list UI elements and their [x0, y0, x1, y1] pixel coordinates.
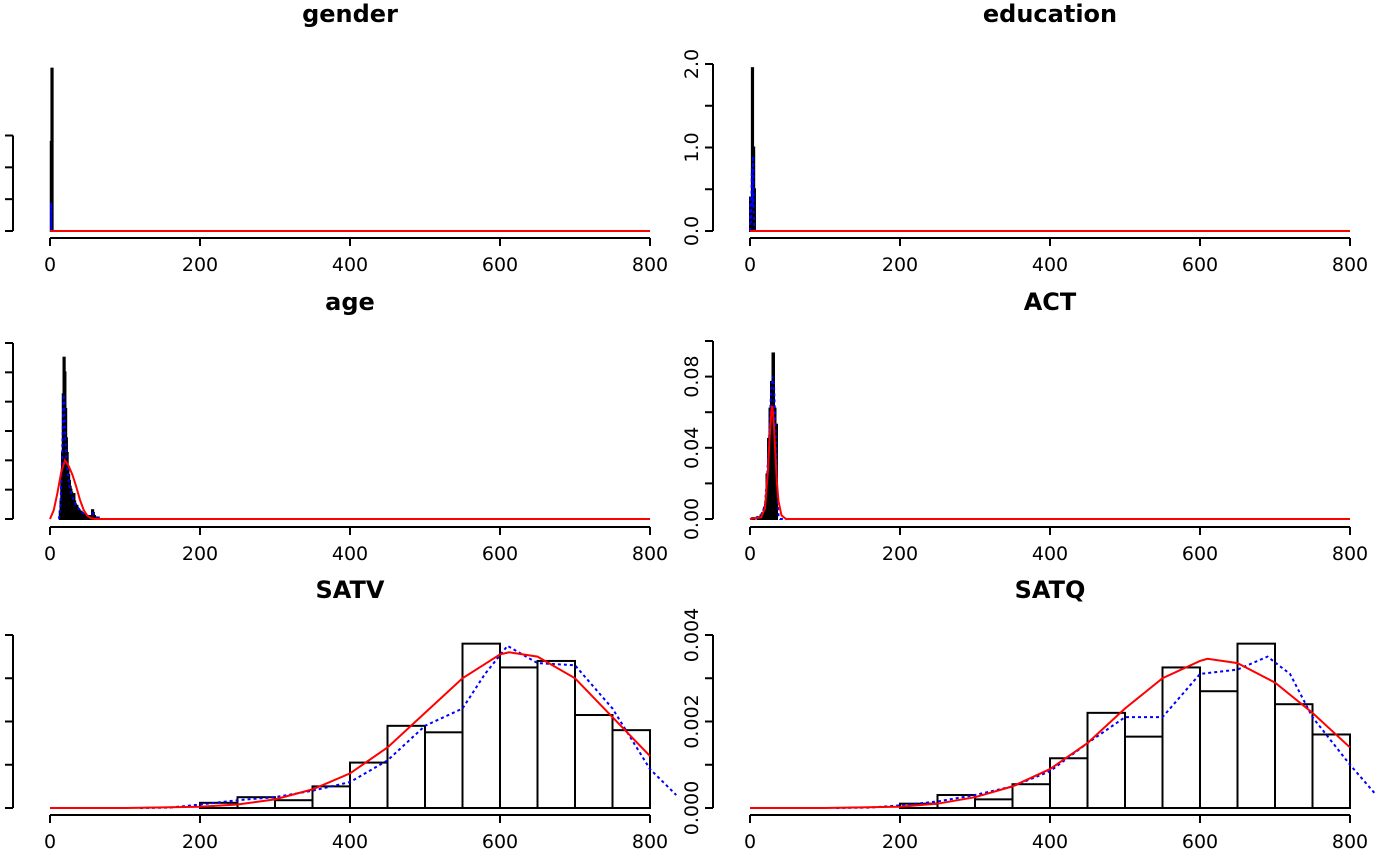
panel-6-normal-curve: [750, 657, 1351, 809]
panel-4-x-tick-label-2: 200: [882, 543, 918, 565]
panel-2-density-line: [749, 155, 1350, 232]
panel-3-x-tick-label-1: 0: [44, 543, 56, 565]
panel-4-x-tick-label-1: 0: [744, 543, 756, 565]
panel-6-bar-10: [1236, 642, 1276, 810]
panel-4-y-tick-label-2: 0.04: [681, 427, 703, 469]
panel-6-x-tick-label-1: 0: [744, 831, 756, 853]
panel-5-x-tick-label-1: 0: [44, 831, 56, 853]
panel-6-bar-3: [974, 798, 1014, 809]
panel-3-x-tick-label-4: 600: [482, 543, 518, 565]
panel-1-title: gender: [302, 0, 398, 28]
panel-6-x-tick-label-3: 400: [1032, 831, 1068, 853]
panel-5-bar-9: [499, 666, 539, 809]
panel-5-x-tick-label-5: 800: [632, 831, 668, 853]
panel-6-x-tick-label-4: 600: [1182, 831, 1218, 853]
panel-1-x-tick-label-5: 800: [632, 254, 668, 276]
panel-5-density-line: [139, 644, 677, 809]
panel-6-x-tick-label-2: 200: [882, 831, 918, 853]
panel-3-density-line: [58, 394, 650, 520]
panel-5-x-tick-label-2: 200: [182, 831, 218, 853]
panel-1-x-tick-label-2: 200: [182, 254, 218, 276]
panel-2-y-tick-label-3: 2.0: [681, 49, 703, 79]
panel-1-x-tick-label-1: 0: [44, 254, 56, 276]
panel-3-title: age: [325, 288, 375, 316]
panel-5-normal-curve: [50, 651, 651, 809]
panel-4-x-tick-label-4: 600: [1182, 543, 1218, 565]
panel-2-y-tick-label-1: 0.0: [681, 216, 703, 246]
panel-6-bar-9: [1199, 690, 1239, 809]
panel-3-x-tick-label-2: 200: [182, 543, 218, 565]
panel-6-bar-11: [1274, 703, 1314, 810]
panel-5-x-tick-label-4: 600: [482, 831, 518, 853]
panel-3-x-tick-label-3: 400: [332, 543, 368, 565]
panel-4-y-tick-label-3: 0.08: [681, 355, 703, 397]
panel-4-x-tick-label-3: 400: [1032, 543, 1068, 565]
panel-5-bar-10: [536, 659, 576, 810]
panel-5-bar-3: [274, 799, 314, 810]
panel-5-title: SATV: [316, 576, 385, 604]
panel-6-y-tick-label-1: 0.000: [681, 781, 703, 835]
panel-2-y-tick-label-2: 1.0: [681, 132, 703, 162]
panel-5-bar-11: [574, 714, 614, 810]
panel-2-x-tick-label-2: 200: [882, 254, 918, 276]
panel-2-x-tick-label-3: 400: [1032, 254, 1068, 276]
panel-5-bar-8: [461, 642, 501, 810]
panel-3-normal-curve: [49, 458, 650, 520]
panel-5-bar-7: [424, 731, 464, 809]
panel-1-x-tick-label-3: 400: [332, 254, 368, 276]
panel-4-title: ACT: [1024, 288, 1077, 316]
panel-2-title: education: [983, 0, 1117, 28]
panel-1-density-line: [50, 202, 650, 232]
panel-4-y-tick-label-1: 0.00: [681, 498, 703, 540]
panel-6-bar-12: [1311, 733, 1351, 809]
panel-6-bar-8: [1161, 666, 1201, 809]
panel-3-x-tick-label-5: 800: [632, 543, 668, 565]
panel-4-x-tick-label-5: 800: [1332, 543, 1368, 565]
panel-2-x-tick-label-4: 600: [1182, 254, 1218, 276]
panel-2-x-tick-label-1: 0: [744, 254, 756, 276]
panel-2-x-tick-label-5: 800: [1332, 254, 1368, 276]
panel-4-density-line: [749, 376, 1350, 520]
panel-6-x-tick-label-5: 800: [1332, 831, 1368, 853]
panel-6-y-tick-label-2: 0.002: [681, 694, 703, 748]
panel-6-bar-7: [1124, 735, 1164, 810]
panel-6-y-tick-label-3: 0.004: [681, 608, 703, 662]
panel-5-bar-6: [386, 724, 426, 810]
panel-6-title: SATQ: [1015, 576, 1086, 604]
panel-4-normal-curve: [749, 405, 1350, 520]
panel-5-bar-4: [311, 785, 351, 809]
panel-1-x-tick-label-4: 600: [482, 254, 518, 276]
panel-6-bar-4: [1011, 783, 1051, 810]
panel-5-bar-12: [611, 729, 651, 810]
panel-6-density-line: [836, 655, 1378, 809]
panel-5-x-tick-label-3: 400: [332, 831, 368, 853]
